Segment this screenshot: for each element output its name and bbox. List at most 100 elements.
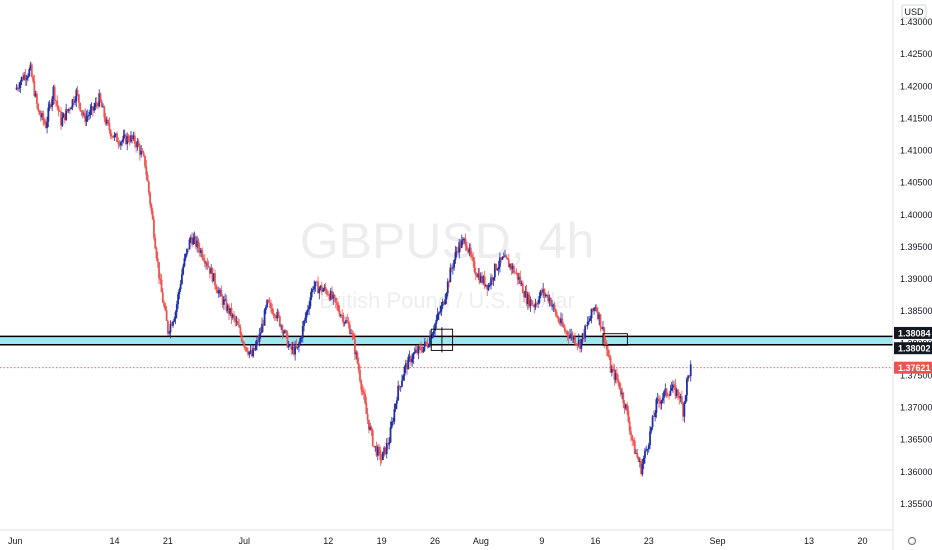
candle-body	[228, 305, 230, 315]
candle-body	[659, 401, 662, 404]
candle-body	[528, 294, 531, 307]
candle-body	[131, 135, 134, 139]
candle-body	[249, 350, 252, 352]
candle-body	[196, 240, 199, 247]
candle-body	[292, 346, 295, 355]
candle-body	[347, 322, 350, 325]
candle-body	[579, 339, 581, 349]
price-tick-label: 1.39000	[900, 274, 932, 284]
candle-body	[231, 314, 234, 318]
candle-body	[175, 304, 178, 313]
candle-body	[83, 113, 85, 115]
candle-body	[327, 294, 330, 296]
candle-body	[507, 259, 510, 268]
candle-body	[197, 240, 200, 248]
candle-body	[612, 368, 615, 370]
candle-body	[200, 250, 202, 253]
candle-body	[242, 340, 244, 344]
candle-body	[443, 301, 445, 305]
candle-body	[76, 89, 79, 95]
candle-body	[621, 392, 623, 395]
candle-body	[27, 75, 29, 78]
candle-body	[399, 386, 402, 388]
candle-body	[384, 447, 387, 454]
candle-body	[116, 133, 118, 142]
candle-body	[18, 87, 20, 89]
candle-body	[298, 343, 300, 347]
candle-body	[21, 76, 24, 80]
candle-body	[107, 120, 110, 124]
candle-body	[189, 237, 192, 240]
candle-body	[404, 363, 407, 367]
candle-body	[211, 268, 214, 282]
candle-body	[675, 389, 678, 396]
candle-body	[53, 86, 56, 101]
candle-body	[74, 101, 76, 103]
candle-body	[574, 336, 576, 344]
candle-body	[588, 320, 590, 322]
highlight-box-2[interactable]	[602, 333, 628, 346]
time-tick-label: 23	[644, 536, 654, 546]
candle-body	[558, 321, 561, 324]
candle-body	[178, 289, 181, 295]
candle-body	[300, 337, 303, 339]
candle-body	[378, 447, 380, 451]
candle-body	[487, 285, 490, 290]
candle-body	[464, 238, 467, 247]
candle-body	[188, 239, 191, 250]
candle-body	[618, 381, 621, 389]
candle-body	[105, 120, 108, 124]
candle-body	[477, 273, 480, 278]
candle-body	[462, 239, 464, 241]
candle-body	[389, 427, 392, 443]
candle-body	[81, 112, 84, 115]
candle-body	[65, 109, 68, 121]
candle-body	[619, 388, 622, 395]
gear-icon[interactable]	[907, 536, 917, 546]
candle-body	[560, 318, 562, 324]
candle-body	[169, 323, 172, 333]
candle-body	[598, 314, 601, 320]
candle-body	[127, 136, 130, 141]
candle-body	[156, 258, 159, 263]
candle-body	[455, 251, 458, 253]
candle-body	[663, 391, 665, 398]
candle-body	[210, 268, 213, 274]
candle-body	[571, 333, 574, 340]
candle-body	[256, 339, 258, 345]
candle-body	[506, 258, 509, 260]
candle-body	[315, 281, 318, 283]
candle-body	[355, 352, 358, 355]
key-level-label-upper-bg	[894, 326, 932, 339]
candle-body	[521, 283, 524, 294]
candle-body	[29, 64, 32, 70]
candle-body	[491, 277, 494, 281]
candle-body	[527, 294, 529, 304]
candle-body	[145, 166, 148, 175]
candle-body	[278, 316, 281, 327]
candle-body	[109, 130, 112, 137]
currency-badge[interactable]	[901, 4, 927, 19]
support-resistance-zone[interactable]	[0, 336, 893, 345]
candle-body	[61, 117, 64, 126]
candle-body	[25, 77, 28, 80]
candle-body	[340, 315, 342, 316]
candle-body	[212, 273, 215, 282]
candle-body	[225, 299, 228, 311]
candle-body	[338, 310, 341, 316]
candle-body	[656, 398, 659, 400]
candle-body	[478, 273, 481, 283]
candle-body	[683, 402, 686, 417]
time-tick-label: Sep	[709, 536, 725, 546]
candle-body	[306, 309, 309, 312]
candle-body	[128, 140, 131, 142]
candle-body	[263, 309, 266, 326]
candle-body	[62, 113, 65, 118]
candle-body	[645, 449, 648, 451]
candle-body	[331, 290, 333, 299]
candle-body	[201, 250, 204, 259]
candle-body	[280, 325, 283, 327]
candle-body	[604, 342, 607, 344]
